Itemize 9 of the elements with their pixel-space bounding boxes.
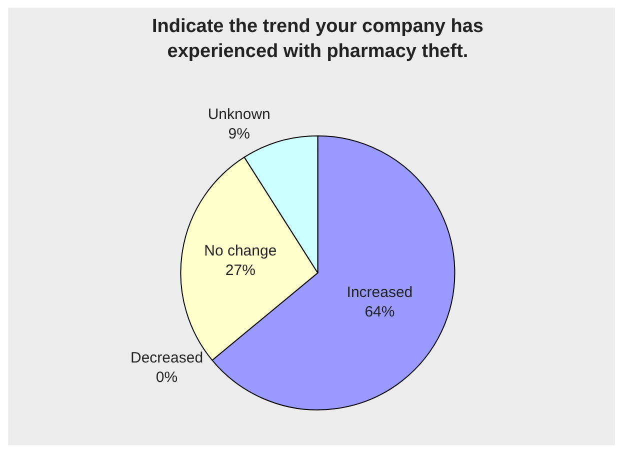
slice-label: Unknown [208,106,270,124]
data-label: 9% [228,126,250,143]
text: 0% [156,368,178,386]
data-label: 64% [364,303,395,320]
slice-label: Increased [346,284,413,301]
category-label: Decreased [130,349,204,366]
chart-title: Indicate the trend your company has experienced with pharmacy theft. [152,16,484,62]
slice-label: No change [204,242,277,260]
data-label: 27% [225,262,256,279]
